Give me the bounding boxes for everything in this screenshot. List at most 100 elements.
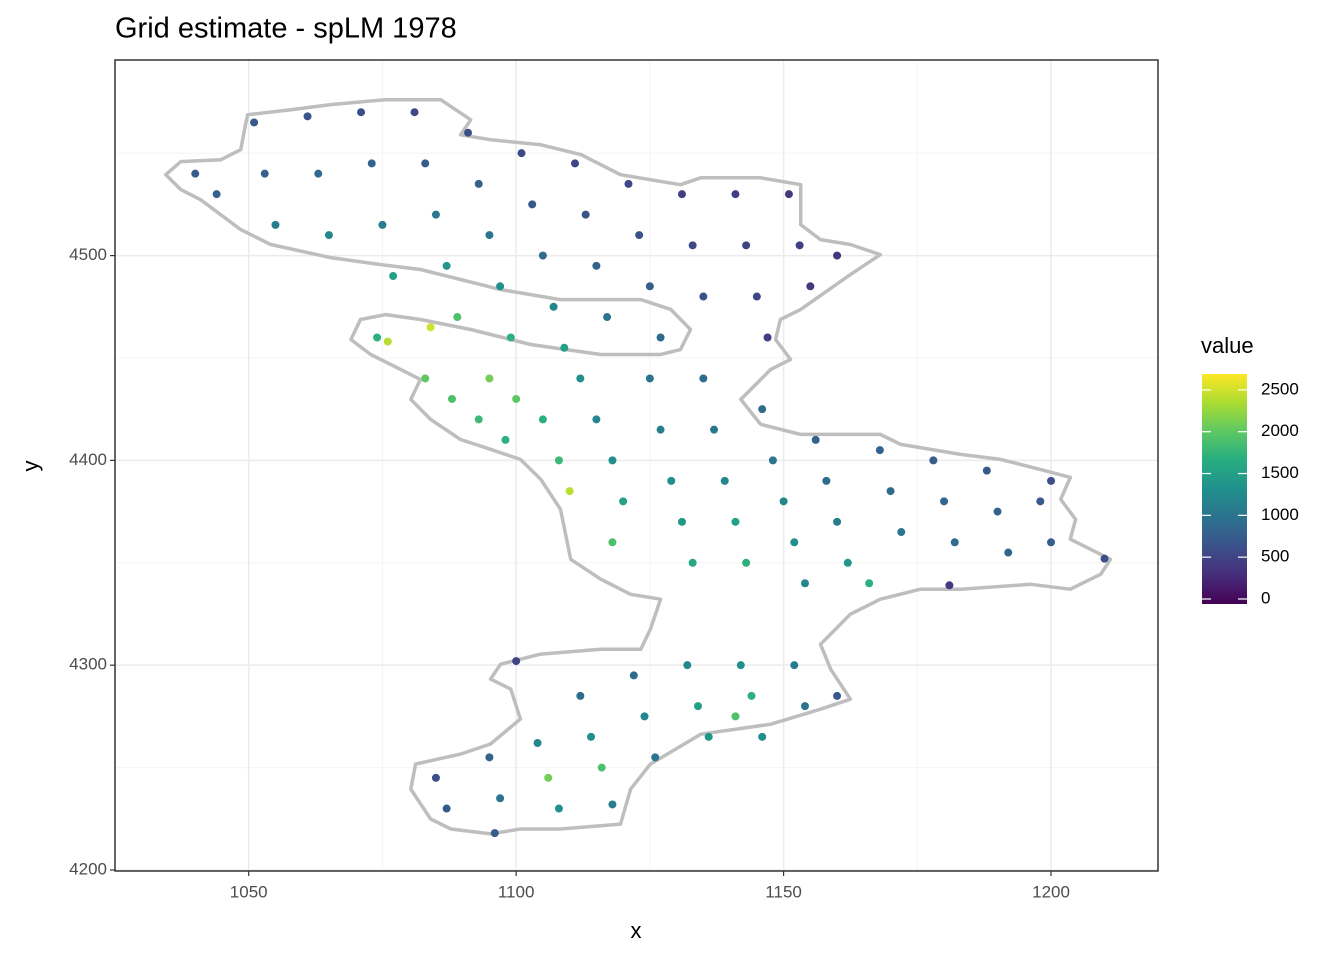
point <box>538 251 547 260</box>
colorbar-label: 1500 <box>1261 463 1299 482</box>
point <box>512 394 521 403</box>
point <box>833 251 842 260</box>
point <box>533 739 542 748</box>
panel-border <box>114 59 1159 872</box>
point <box>538 415 547 424</box>
point <box>742 558 751 567</box>
point <box>645 282 654 291</box>
point <box>704 732 713 741</box>
point <box>367 159 376 168</box>
point <box>410 108 419 117</box>
point <box>421 159 430 168</box>
point <box>212 190 221 199</box>
point <box>464 128 473 137</box>
point <box>303 112 312 121</box>
point <box>742 241 751 250</box>
point <box>528 200 537 209</box>
point <box>357 108 366 117</box>
point <box>453 313 462 322</box>
point <box>1100 554 1109 563</box>
point <box>431 210 440 219</box>
x-tick-label: 1200 <box>1032 882 1070 901</box>
point <box>324 231 333 240</box>
point <box>442 804 451 813</box>
point <box>570 159 579 168</box>
point <box>747 691 756 700</box>
point <box>688 558 697 567</box>
point <box>843 558 852 567</box>
colorbar-label: 0 <box>1261 588 1270 607</box>
colorbar-label: 500 <box>1261 547 1289 566</box>
point <box>474 415 483 424</box>
point <box>592 261 601 270</box>
point <box>758 732 767 741</box>
y-tick-label: 4500 <box>69 245 107 264</box>
point <box>1036 497 1045 506</box>
region-outline <box>164 97 1113 836</box>
point <box>587 732 596 741</box>
chart-title: Grid estimate - spLM 1978 <box>115 13 457 45</box>
point <box>517 149 526 158</box>
point <box>576 374 585 383</box>
point <box>619 497 628 506</box>
point <box>608 456 617 465</box>
point <box>501 435 510 444</box>
point <box>421 374 430 383</box>
point <box>795 241 804 250</box>
point <box>496 794 505 803</box>
point <box>592 415 601 424</box>
y-tick-label: 4300 <box>69 655 107 674</box>
point <box>886 487 895 496</box>
point <box>485 231 494 240</box>
point <box>490 829 499 838</box>
point <box>763 333 772 342</box>
point <box>897 528 906 537</box>
point <box>677 517 686 526</box>
point <box>485 753 494 762</box>
point <box>758 405 767 414</box>
point <box>752 292 761 301</box>
point <box>790 538 799 547</box>
point <box>950 538 959 547</box>
point <box>720 476 729 485</box>
point <box>731 517 740 526</box>
point <box>447 394 456 403</box>
point <box>710 425 719 434</box>
y-tick-label: 4200 <box>69 859 107 878</box>
point <box>250 118 259 127</box>
point <box>784 190 793 199</box>
point <box>581 210 590 219</box>
point <box>378 220 387 229</box>
point <box>683 661 692 670</box>
x-tick-label: 1150 <box>765 882 802 901</box>
point <box>624 179 633 188</box>
y-axis-label: y <box>18 461 43 472</box>
point <box>731 190 740 199</box>
point <box>779 497 788 506</box>
colorbar-label: 1000 <box>1261 505 1299 524</box>
point <box>940 497 949 506</box>
point <box>736 661 745 670</box>
point <box>260 169 269 178</box>
point <box>560 343 569 352</box>
point <box>1047 538 1056 547</box>
point <box>608 800 617 809</box>
colorbar-label: 2500 <box>1261 379 1299 398</box>
point <box>554 456 563 465</box>
y-tick-label: 4400 <box>69 450 107 469</box>
point <box>945 581 954 590</box>
point <box>597 763 606 772</box>
legend-title: value <box>1201 333 1254 358</box>
colorbar <box>1202 374 1247 604</box>
point <box>474 179 483 188</box>
point <box>603 313 612 322</box>
point <box>677 190 686 199</box>
point <box>875 446 884 455</box>
point <box>549 302 558 311</box>
point <box>271 220 280 229</box>
point <box>699 374 708 383</box>
point <box>512 657 521 666</box>
point <box>565 487 574 496</box>
point <box>833 691 842 700</box>
